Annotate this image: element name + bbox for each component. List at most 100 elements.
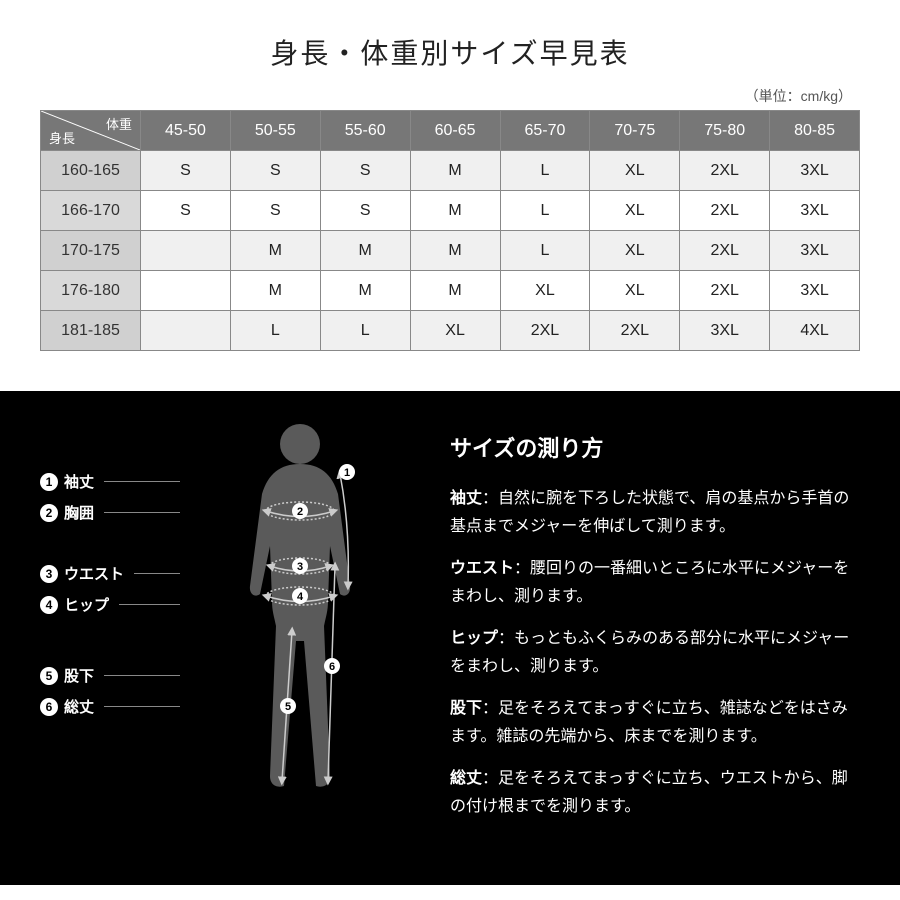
body-figure: 1 袖丈 2 胸囲 3 ウエスト 4 ヒップ 5 股下: [40, 431, 420, 835]
measurement-legend: 1 袖丈 2 胸囲 3 ウエスト 4 ヒップ 5 股下: [40, 461, 180, 727]
size-cell: L: [320, 311, 410, 351]
legend-number: 6: [40, 698, 58, 716]
size-cell: S: [230, 151, 320, 191]
svg-text:5: 5: [285, 701, 291, 713]
size-cell: 2XL: [680, 151, 770, 191]
size-cell: 2XL: [680, 271, 770, 311]
desc-term: 総丈: [450, 770, 482, 787]
size-cell: XL: [590, 191, 680, 231]
size-cell: M: [410, 271, 500, 311]
col-header: 75-80: [680, 111, 770, 151]
row-header: 176-180: [41, 271, 141, 311]
desc-item: ヒップ：もっともふくらみのある部分に水平にメジャーをまわし、測ります。: [450, 625, 860, 681]
size-cell: 2XL: [590, 311, 680, 351]
legend-line: [104, 706, 180, 707]
svg-text:6: 6: [329, 661, 335, 673]
size-cell: [141, 231, 231, 271]
corner-height: 身長: [49, 128, 75, 147]
desc-term: 股下: [450, 700, 482, 717]
size-cell: M: [410, 191, 500, 231]
size-cell: XL: [590, 151, 680, 191]
legend-line: [104, 481, 180, 482]
col-header: 65-70: [500, 111, 590, 151]
size-cell: XL: [590, 231, 680, 271]
size-cell: S: [230, 191, 320, 231]
legend-item: 6 総丈: [40, 696, 180, 717]
desc-term: ウエスト: [450, 560, 514, 577]
legend-label: 股下: [64, 665, 94, 686]
size-cell: [141, 271, 231, 311]
desc-text: ：もっともふくらみのある部分に水平にメジャーをまわし、測ります。: [450, 630, 849, 675]
size-cell: M: [320, 271, 410, 311]
size-cell: 2XL: [500, 311, 590, 351]
chart-title: 身長・体重別サイズ早見表: [40, 32, 860, 72]
size-cell: 3XL: [770, 231, 860, 271]
size-cell: S: [320, 151, 410, 191]
svg-text:3: 3: [297, 561, 303, 573]
chart-unit: （単位：cm/kg）: [40, 86, 860, 106]
legend-label: 胸囲: [64, 502, 94, 523]
size-cell: [141, 311, 231, 351]
svg-text:4: 4: [297, 591, 304, 603]
legend-line: [134, 573, 180, 574]
desc-item: 股下：足をそろえてまっすぐに立ち、雑誌などをはさみます。雑誌の先端から、床までを…: [450, 695, 860, 751]
legend-line: [104, 512, 180, 513]
legend-item: 5 股下: [40, 665, 180, 686]
size-cell: XL: [410, 311, 500, 351]
size-cell: S: [141, 151, 231, 191]
size-cell: M: [230, 271, 320, 311]
svg-text:1: 1: [344, 467, 350, 479]
size-table-body: 160-165 S S S M L XL 2XL 3XL 166-170 S S…: [41, 151, 860, 351]
corner-weight: 体重: [106, 114, 132, 133]
legend-number: 2: [40, 504, 58, 522]
desc-title: サイズの測り方: [450, 431, 860, 463]
legend-line: [119, 604, 180, 605]
measurement-descriptions: サイズの測り方 袖丈：自然に腕を下ろした状態で、肩の基点から手首の基点までメジャ…: [450, 431, 860, 835]
col-header: 80-85: [770, 111, 860, 151]
table-row: 176-180 M M M XL XL 2XL 3XL: [41, 271, 860, 311]
row-header: 181-185: [41, 311, 141, 351]
desc-text: ：自然に腕を下ろした状態で、肩の基点から手首の基点までメジャーを伸ばして測ります…: [450, 490, 849, 535]
legend-number: 3: [40, 565, 58, 583]
corner-cell: 体重 身長: [41, 111, 141, 151]
legend-label: ウエスト: [64, 563, 124, 584]
desc-item: 袖丈：自然に腕を下ろした状態で、肩の基点から手首の基点までメジャーを伸ばして測り…: [450, 485, 860, 541]
col-header: 55-60: [320, 111, 410, 151]
size-cell: XL: [590, 271, 680, 311]
desc-item: 総丈：足をそろえてまっすぐに立ち、ウエストから、脚の付け根までを測ります。: [450, 765, 860, 821]
size-cell: M: [410, 231, 500, 271]
col-header: 45-50: [141, 111, 231, 151]
size-cell: 3XL: [770, 151, 860, 191]
legend-number: 4: [40, 596, 58, 614]
legend-label: 袖丈: [64, 471, 94, 492]
size-cell: M: [410, 151, 500, 191]
desc-text: ：足をそろえてまっすぐに立ち、雑誌などをはさみます。雑誌の先端から、床までを測り…: [450, 700, 848, 745]
legend-item: 4 ヒップ: [40, 594, 180, 615]
legend-item: 2 胸囲: [40, 502, 180, 523]
size-cell: L: [500, 151, 590, 191]
legend-number: 1: [40, 473, 58, 491]
legend-line: [104, 675, 180, 676]
desc-item: ウエスト：腰回りの一番細いところに水平にメジャーをまわし、測ります。: [450, 555, 860, 611]
row-header: 166-170: [41, 191, 141, 231]
size-cell: M: [230, 231, 320, 271]
legend-label: ヒップ: [64, 594, 109, 615]
size-cell: L: [500, 191, 590, 231]
desc-text: ：足をそろえてまっすぐに立ち、ウエストから、脚の付け根までを測ります。: [450, 770, 848, 815]
size-cell: L: [500, 231, 590, 271]
table-row: 160-165 S S S M L XL 2XL 3XL: [41, 151, 860, 191]
size-cell: 2XL: [680, 191, 770, 231]
table-row: 181-185 L L XL 2XL 2XL 3XL 4XL: [41, 311, 860, 351]
desc-term: 袖丈: [450, 490, 482, 507]
row-header: 160-165: [41, 151, 141, 191]
legend-item: 1 袖丈: [40, 471, 180, 492]
table-row: 170-175 M M M L XL 2XL 3XL: [41, 231, 860, 271]
legend-label: 総丈: [64, 696, 94, 717]
size-cell: S: [320, 191, 410, 231]
body-silhouette-icon: 1 2 3 4 5 6: [200, 416, 400, 821]
size-table: 体重 身長 45-50 50-55 55-60 60-65 65-70 70-7…: [40, 110, 860, 351]
size-cell: 3XL: [770, 191, 860, 231]
size-cell: S: [141, 191, 231, 231]
size-cell: 2XL: [680, 231, 770, 271]
row-header: 170-175: [41, 231, 141, 271]
